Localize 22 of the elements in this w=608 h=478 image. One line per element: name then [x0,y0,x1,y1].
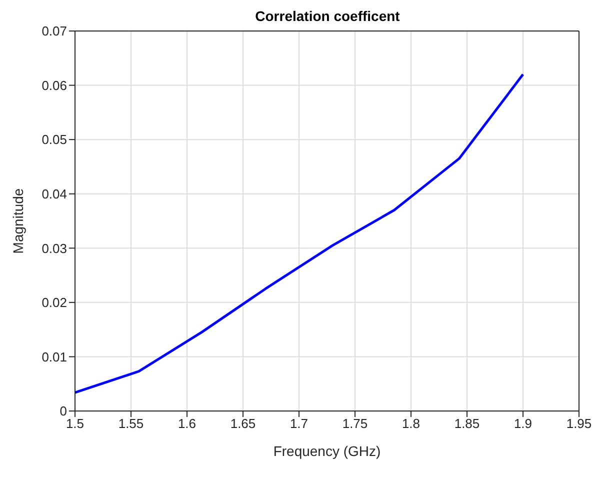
x-tick-label: 1.75 [342,416,368,432]
x-tick-label: 1.6 [178,416,196,432]
x-tick-label: 1.9 [514,416,532,432]
y-tick-label: 0 [60,404,67,419]
y-tick-label: 0.03 [42,240,67,256]
x-tick-label: 1.5 [66,416,84,432]
y-tick-label: 0.01 [42,349,67,364]
x-tick-label: 1.7 [290,416,308,432]
y-tick-label: 0.02 [42,295,67,310]
y-tick-label: 0.07 [42,24,67,39]
chart-title: Correlation coefficent [254,8,401,24]
y-tick-label: 0.04 [42,186,67,202]
y-axis-title: Magnitude [10,188,26,254]
x-tick-label: 1.8 [402,416,420,432]
y-tick-label: 0.05 [42,132,67,148]
line-series [75,73,524,394]
y-tick-label: 0.06 [42,78,67,93]
x-axis-title: Frequency (GHz) [273,443,381,459]
x-tick-label: 1.65 [230,416,256,432]
x-tick-label: 1.95 [566,416,592,432]
x-tick-label: 1.85 [454,416,480,432]
x-tick-label: 1.55 [118,416,144,432]
